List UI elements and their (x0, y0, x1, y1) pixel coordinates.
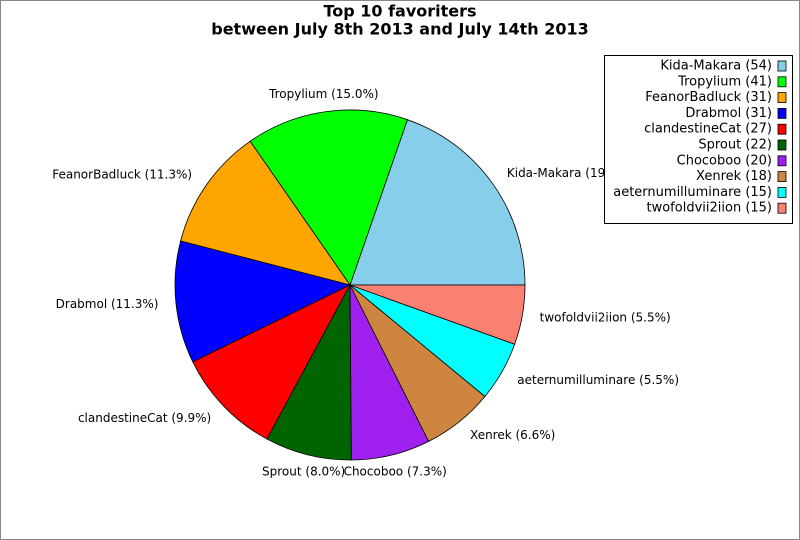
chart-title: Top 10 favoriters (323, 2, 476, 21)
slice-label: twofoldvii2iion (5.5%) (540, 311, 671, 325)
legend-label: aeternumilluminare (15) (613, 185, 772, 200)
legend-swatch (777, 108, 787, 119)
legend-label: FeanorBadluck (31) (645, 90, 772, 105)
legend-label: twofoldvii2iion (15) (647, 201, 773, 216)
slice-label: Chocoboo (7.3%) (344, 465, 447, 479)
legend-label: Kida-Makara (54) (660, 59, 772, 74)
legend-swatch (777, 139, 787, 151)
legend-label: Chocoboo (20) (677, 153, 772, 168)
legend-swatch (777, 60, 787, 72)
legend-swatch (777, 186, 787, 198)
legend-swatch (777, 123, 787, 135)
slice-label: Tropylium (15.0%) (268, 87, 379, 101)
pie-slice (349, 284, 526, 345)
legend-box (604, 55, 793, 224)
pie-slice (192, 284, 351, 440)
legend-label: Xenrek (18) (696, 169, 772, 184)
slice-label: aeternumilluminare (5.5%) (517, 373, 679, 387)
slice-label: Kida-Makara (19.7%) (507, 166, 633, 180)
legend-swatch (777, 202, 787, 214)
slice-label: Sprout (8.0%) (262, 464, 345, 478)
slice-label: Xenrek (6.6%) (470, 428, 555, 442)
slice-label: FeanorBadluck (11.3%) (52, 167, 192, 181)
slice-label: Drabmol (11.3%) (56, 297, 159, 311)
legend-label: Sprout (22) (698, 138, 772, 153)
legend-label: Tropylium (41) (677, 74, 772, 89)
chart-subtitle: between July 8th 2013 and July 14th 2013 (211, 20, 589, 39)
legend-label: clandestineCat (27) (644, 122, 772, 137)
pie-slice (349, 119, 526, 286)
pie-slice (249, 109, 408, 286)
legend-swatch (777, 171, 787, 183)
legend-swatch (777, 155, 787, 167)
pie-slice (180, 140, 351, 286)
legend-swatch (777, 76, 787, 88)
pie-slice (174, 240, 352, 363)
slice-label: clandestineCat (9.9%) (78, 411, 211, 425)
legend-swatch (777, 92, 787, 103)
legend-label: Drabmol (31) (685, 106, 772, 121)
